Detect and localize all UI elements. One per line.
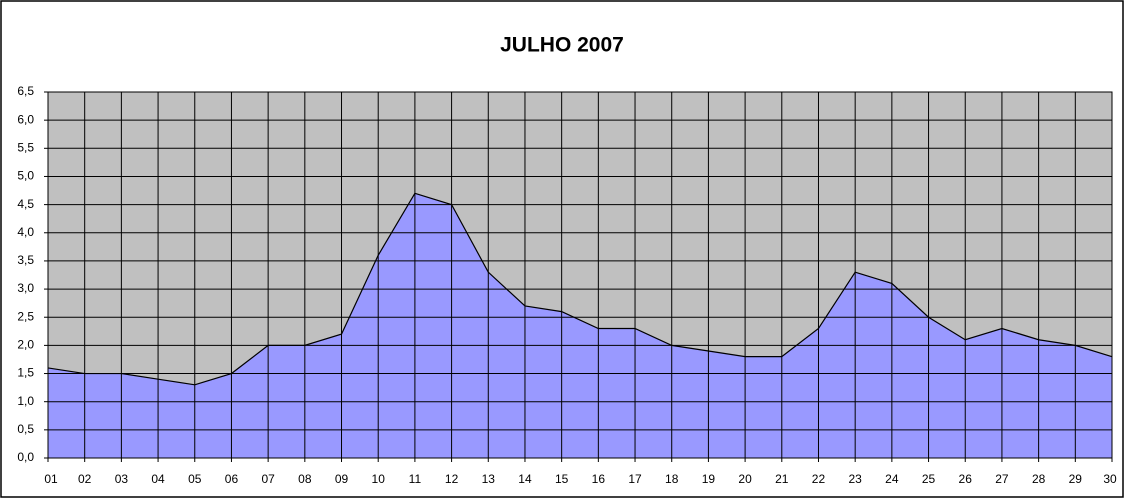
x-tick-label: 10	[372, 472, 386, 486]
x-tick-label: 03	[115, 472, 129, 486]
x-tick-label: 06	[225, 472, 239, 486]
y-tick-label: 0,5	[17, 422, 34, 436]
x-tick-label: 21	[775, 472, 789, 486]
x-tick-label: 18	[665, 472, 679, 486]
x-tick-label: 24	[885, 472, 899, 486]
x-tick-label: 30	[1103, 472, 1117, 486]
area	[48, 193, 1112, 458]
x-tick-label: 01	[44, 472, 58, 486]
x-tick-label: 19	[702, 472, 716, 486]
x-tick-label: 25	[922, 472, 936, 486]
y-tick-label: 1,0	[17, 394, 34, 408]
x-tick-label: 02	[78, 472, 92, 486]
x-tick-label: 05	[188, 472, 202, 486]
x-tick-label: 26	[959, 472, 973, 486]
y-tick-label: 1,5	[17, 366, 34, 380]
y-tick-label: 0,0	[17, 450, 34, 464]
x-tick-label: 09	[335, 472, 349, 486]
x-tick-label: 04	[151, 472, 165, 486]
y-tick-label: 6,5	[17, 84, 34, 98]
x-tick-label: 15	[555, 472, 569, 486]
x-tick-label: 07	[261, 472, 275, 486]
y-tick-label: 5,0	[17, 169, 34, 183]
y-tick-label: 2,0	[17, 338, 34, 352]
x-tick-label: 20	[738, 472, 752, 486]
x-tick-label: 12	[445, 472, 459, 486]
x-tick-label: 14	[518, 472, 532, 486]
x-tick-label: 13	[482, 472, 496, 486]
x-tick-label: 08	[298, 472, 312, 486]
x-tick-label: 28	[1032, 472, 1046, 486]
x-tick-label: 29	[1069, 472, 1083, 486]
y-tick-label: 3,5	[17, 253, 34, 267]
y-tick-label: 2,5	[17, 309, 34, 323]
plot-border	[47, 91, 1113, 459]
x-tick-label: 17	[628, 472, 642, 486]
y-tick-label: 4,0	[17, 225, 34, 239]
y-tick-label: 4,5	[17, 197, 34, 211]
x-tick-label: 16	[592, 472, 606, 486]
y-tick-label: 3,0	[17, 281, 34, 295]
x-tick-label: 11	[409, 472, 422, 486]
x-tick-label: 22	[812, 472, 826, 486]
x-tick-label: 27	[995, 472, 1009, 486]
y-tick-label: 6,0	[17, 112, 34, 126]
x-tick-label: 23	[848, 472, 862, 486]
area-line	[47, 192, 1113, 386]
y-tick-label: 5,5	[17, 140, 34, 154]
chart-title: JULHO 2007	[500, 34, 624, 57]
